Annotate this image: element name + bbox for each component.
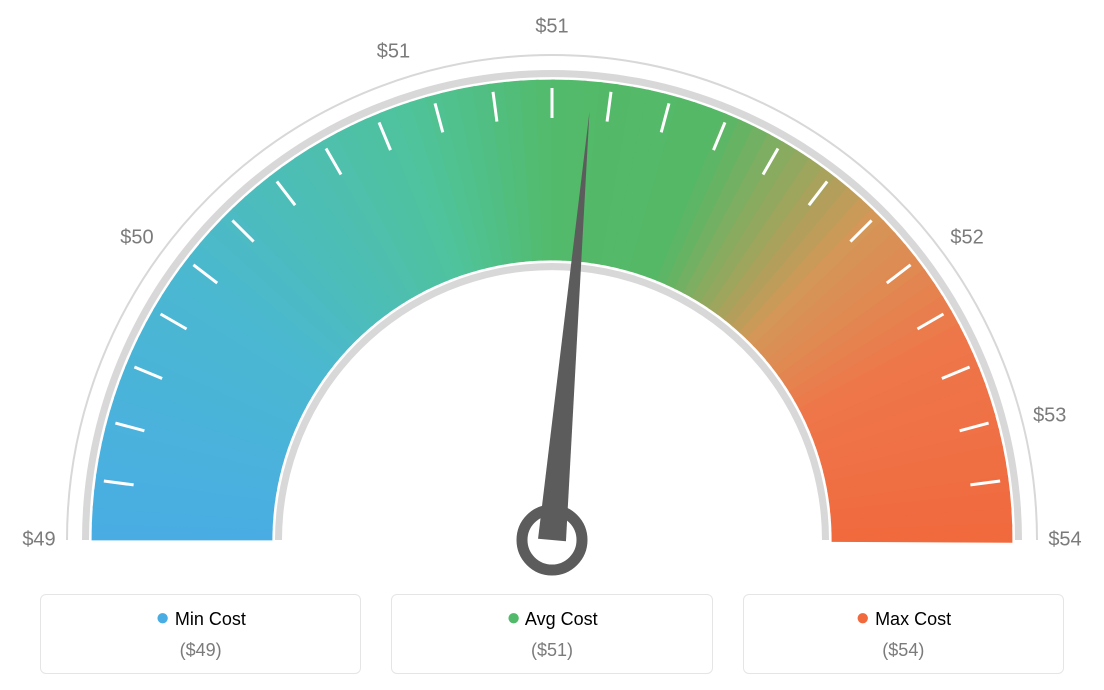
legend-label-min: Min Cost <box>175 609 246 629</box>
legend-value-max: ($54) <box>754 640 1053 661</box>
legend-value-avg: ($51) <box>402 640 701 661</box>
gauge-tick-label: $51 <box>377 41 410 64</box>
gauge-tick-label: $49 <box>22 529 55 552</box>
gauge-svg <box>0 0 1104 580</box>
gauge-tick-label: $52 <box>950 227 983 250</box>
legend-card-min: ● Min Cost ($49) <box>40 594 361 674</box>
gauge-tick-label: $51 <box>535 16 568 39</box>
gauge-tick-label: $50 <box>120 227 153 250</box>
legend-title-max: ● Max Cost <box>754 609 1053 630</box>
gauge-chart: $49 $50 $51 $51 $52 $53 $54 <box>0 0 1104 580</box>
legend-card-max: ● Max Cost ($54) <box>743 594 1064 674</box>
legend-value-min: ($49) <box>51 640 350 661</box>
legend-label-max: Max Cost <box>875 609 951 629</box>
legend-label-avg: Avg Cost <box>525 609 598 629</box>
gauge-tick-label: $53 <box>1033 404 1066 427</box>
bullet-max-icon: ● <box>856 604 871 631</box>
gauge-tick-label: $54 <box>1048 529 1081 552</box>
bullet-min-icon: ● <box>155 604 170 631</box>
legend-card-avg: ● Avg Cost ($51) <box>391 594 712 674</box>
legend-row: ● Min Cost ($49) ● Avg Cost ($51) ● Max … <box>40 594 1064 674</box>
legend-title-min: ● Min Cost <box>51 609 350 630</box>
bullet-avg-icon: ● <box>506 604 521 631</box>
legend-title-avg: ● Avg Cost <box>402 609 701 630</box>
